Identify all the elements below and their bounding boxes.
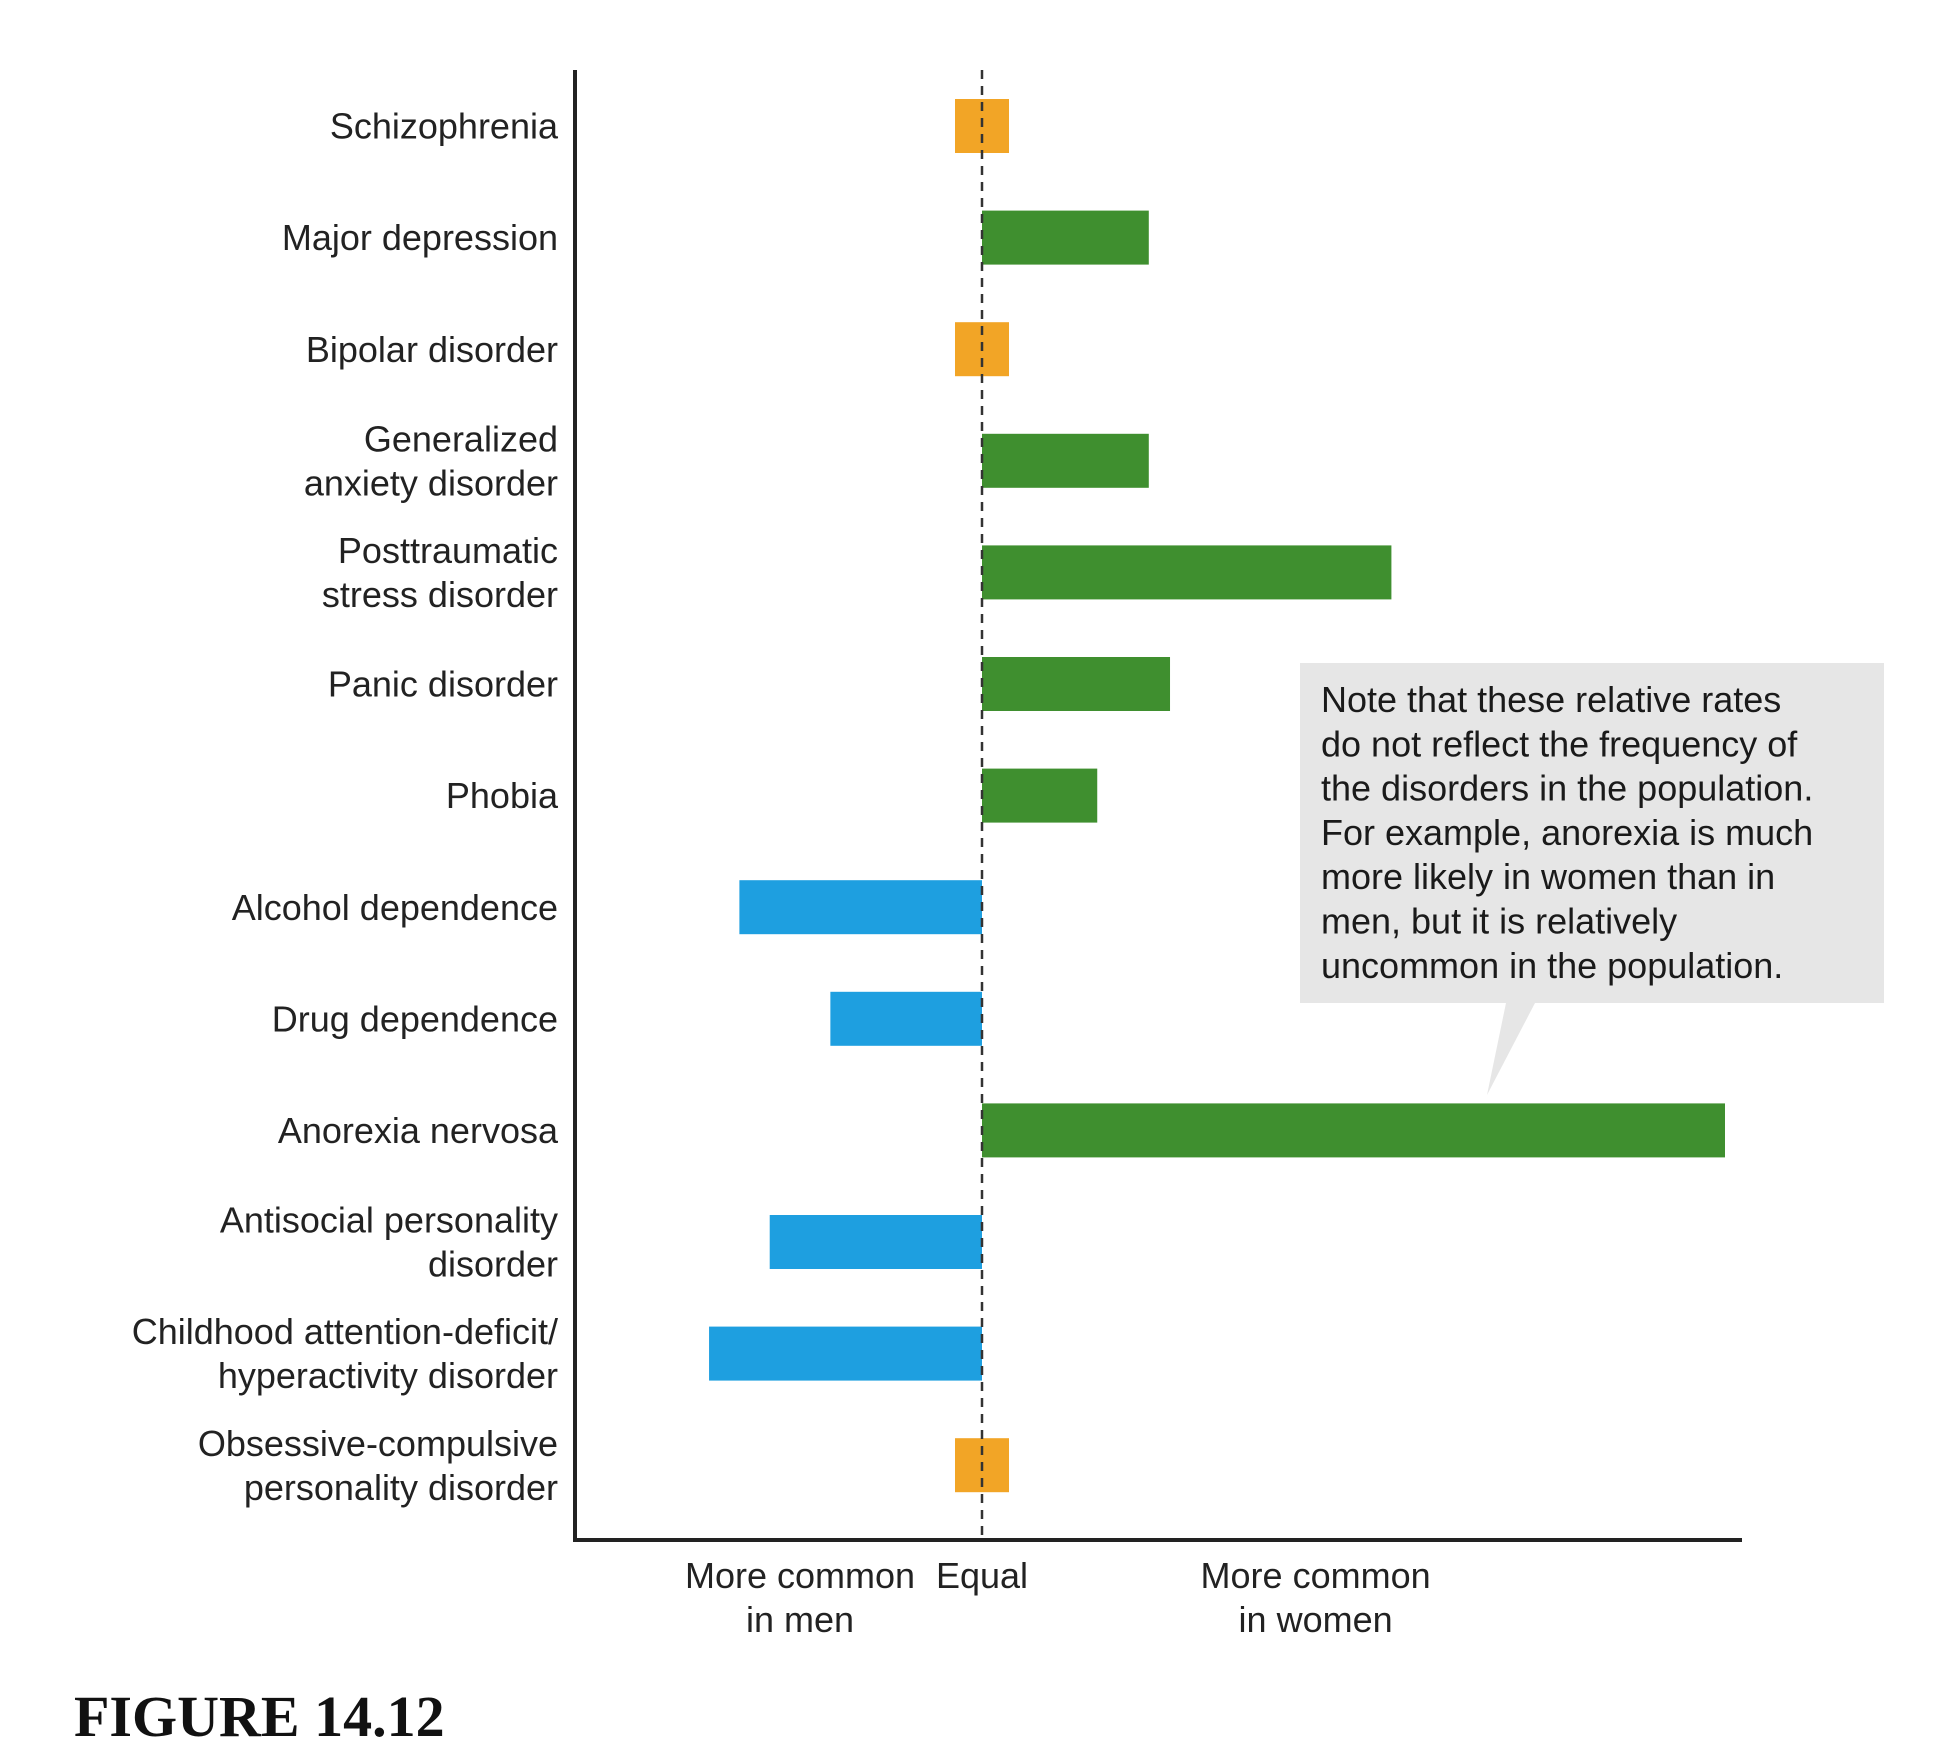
category-label: Childhood attention-deficit/	[132, 1311, 558, 1352]
category-label: Posttraumatic	[338, 530, 558, 571]
x-axis-label-right: More common	[1201, 1555, 1431, 1596]
annotation-line: men, but it is relatively	[1321, 901, 1677, 942]
category-label: Drug dependence	[272, 998, 558, 1039]
category-label: disorder	[428, 1244, 558, 1285]
category-label: stress disorder	[322, 574, 558, 615]
category-label: Alcohol dependence	[232, 887, 558, 928]
category-label: anxiety disorder	[304, 462, 558, 503]
annotation-box	[1300, 663, 1884, 1095]
bars-layer	[709, 99, 1725, 1493]
category-label: Bipolar disorder	[306, 329, 558, 370]
category-label: Phobia	[446, 775, 559, 816]
annotation-line: more likely in women than in	[1321, 856, 1775, 897]
category-label: Generalized	[364, 418, 558, 459]
bar-anorexia-nervosa	[982, 1103, 1725, 1158]
bar-alcohol-dependence	[739, 880, 982, 935]
category-label: Anorexia nervosa	[278, 1110, 559, 1151]
bar-phobia	[982, 768, 1098, 823]
annotation-line: do not reflect the frequency of	[1321, 723, 1798, 764]
category-label: Obsessive-compulsive	[198, 1423, 558, 1464]
annotation-text: Note that these relative rates do not ref…	[1321, 679, 1813, 986]
bar-antisocial-personality-disorder	[769, 1215, 982, 1269]
x-axis-label-center: Equal	[936, 1555, 1028, 1596]
x-axis-label-left: More common	[685, 1555, 915, 1596]
category-label: hyperactivity disorder	[218, 1355, 558, 1396]
bar-panic-disorder	[982, 657, 1171, 711]
annotation-callout: Note that these relative rates do not ref…	[1300, 663, 1884, 1095]
annotation-line: For example, anorexia is much	[1321, 812, 1813, 853]
figure-caption: FIGURE 14.12	[74, 1684, 445, 1749]
bar-generalized-anxiety-disorder	[982, 433, 1149, 488]
x-axis-label-right: in women	[1239, 1599, 1393, 1640]
annotation-line: Note that these relative rates	[1321, 679, 1781, 720]
category-label: Antisocial personality	[220, 1200, 558, 1241]
bar-major-depression	[982, 210, 1149, 265]
x-axis-label-left: in men	[746, 1599, 854, 1640]
annotation-line: the disorders in the population.	[1321, 768, 1813, 809]
category-label: Schizophrenia	[330, 106, 559, 147]
annotation-line: uncommon in the population.	[1321, 945, 1783, 986]
category-label: Panic disorder	[328, 664, 558, 705]
bar-childhood-attention-deficit-hyperactivity-disorder	[709, 1326, 982, 1381]
bar-posttraumatic-stress-disorder	[982, 545, 1392, 600]
bar-drug-dependence	[830, 991, 982, 1046]
category-label: Major depression	[282, 217, 558, 258]
category-labels: Schizophrenia Major depression Bipolar dis…	[132, 106, 559, 1508]
category-label: personality disorder	[244, 1467, 558, 1508]
